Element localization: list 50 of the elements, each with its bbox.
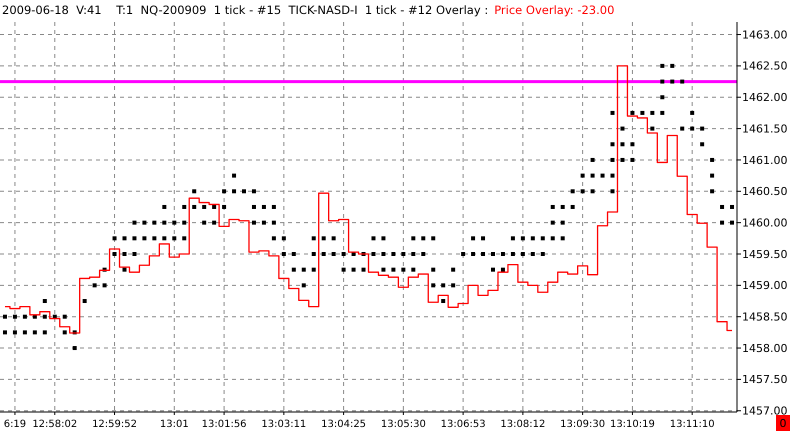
y-tick-label: 1463.00 xyxy=(742,28,788,42)
point xyxy=(312,268,316,272)
y-tick-label: 1459.00 xyxy=(742,279,788,292)
x-tick-label: 13:05:30 xyxy=(380,419,426,430)
point xyxy=(610,158,615,162)
x-tick-label: 6:19 xyxy=(4,419,26,430)
point xyxy=(182,236,186,240)
point xyxy=(710,189,714,194)
y-tick-label: 1460.00 xyxy=(742,216,788,230)
y-tick-label: 1457.50 xyxy=(742,373,788,386)
y-tick-label: 1462.00 xyxy=(742,91,788,104)
y-tick-label: 1460.50 xyxy=(742,185,788,198)
point xyxy=(162,236,166,240)
point xyxy=(252,220,256,225)
point xyxy=(560,236,565,240)
point xyxy=(660,110,664,115)
x-tick-label: 13:11:10 xyxy=(670,419,715,430)
y-tick-label: 1459.50 xyxy=(742,248,788,261)
point xyxy=(381,268,386,272)
x-tick-label: 13:06:53 xyxy=(440,419,486,430)
point xyxy=(660,95,664,100)
y-tick-label: 1457.00 xyxy=(742,404,788,418)
point xyxy=(620,158,624,162)
x-tick-label: 12:58:02 xyxy=(32,419,78,430)
y-tick-label: 1461.00 xyxy=(742,154,788,167)
x-tick-label: 13:04:25 xyxy=(321,419,366,430)
point xyxy=(630,158,634,162)
chart-title: 2009-06-18 V:41 T:1 NQ-200909 1 tick - #15 TICK-NASD-I 1 tick - #12 Overlay : xyxy=(2,3,488,17)
point xyxy=(132,252,136,256)
point xyxy=(411,268,416,272)
x-tick-label: 12:59:52 xyxy=(92,419,137,430)
x-tick-label: 13:01 xyxy=(160,419,189,430)
x-tick-label: 13:01:56 xyxy=(202,419,247,430)
chart-subtitle: Price Overlay: -23.00 xyxy=(494,3,614,17)
x-tick-label: 13:03:11 xyxy=(261,419,306,430)
x-tick-label: 13:10:19 xyxy=(610,419,655,430)
text: 0 xyxy=(780,417,786,430)
point xyxy=(590,189,595,194)
point xyxy=(431,283,436,288)
point xyxy=(272,236,276,240)
point xyxy=(42,330,47,334)
x-tick-label: 13:08:12 xyxy=(500,419,546,430)
point xyxy=(610,189,615,194)
x-tick-label: 13:09:30 xyxy=(560,419,606,430)
y-tick-label: 1458.00 xyxy=(742,342,788,355)
y-tick-label: 1461.50 xyxy=(742,122,788,136)
y-tick-label: 1462.50 xyxy=(742,60,788,73)
point xyxy=(610,174,615,178)
point xyxy=(550,236,555,240)
y-tick-label: 1458.50 xyxy=(742,310,788,324)
